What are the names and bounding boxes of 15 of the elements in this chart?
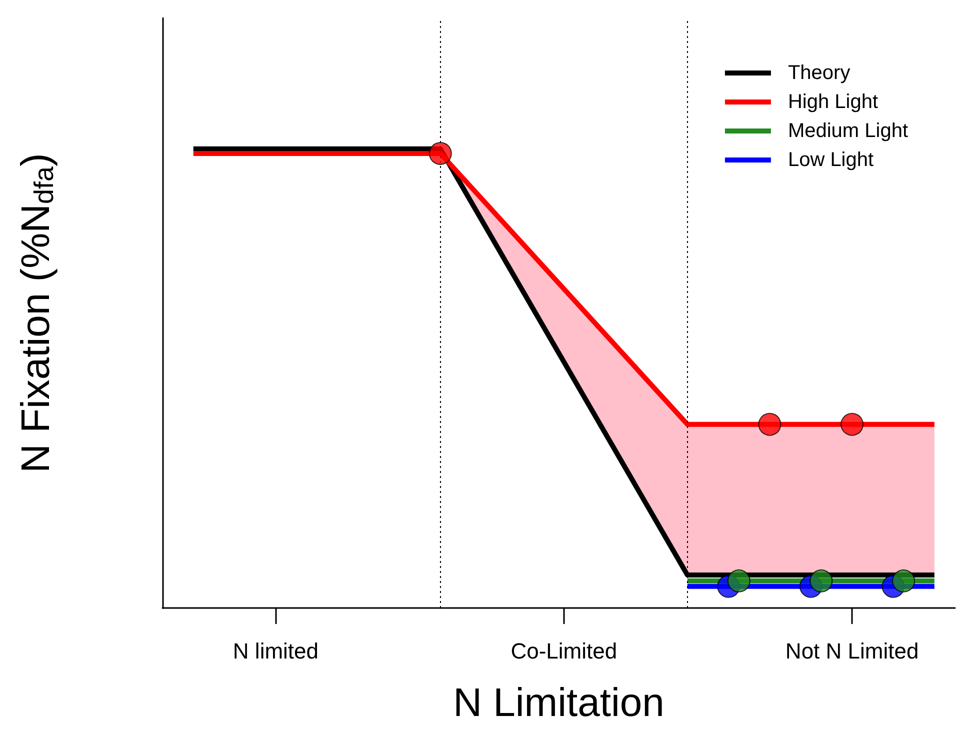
point — [840, 412, 864, 436]
x-tick-label: Not N Limited — [785, 638, 919, 664]
legend-label: Medium Light — [788, 120, 908, 142]
legend-label: Theory — [788, 62, 850, 84]
point — [758, 412, 782, 436]
point — [727, 569, 750, 592]
x-tick-label: N limited — [232, 638, 319, 664]
y-axis-title: N Fixation (%Ndfa) — [14, 153, 59, 473]
x-axis-title: N Limitation — [453, 681, 664, 725]
point — [810, 569, 833, 592]
legend-label: High Light — [788, 91, 878, 113]
point — [892, 569, 916, 592]
point — [428, 142, 452, 165]
x-tick-label: Co-Limited — [510, 638, 618, 664]
legend-label: Low Light — [788, 149, 874, 171]
